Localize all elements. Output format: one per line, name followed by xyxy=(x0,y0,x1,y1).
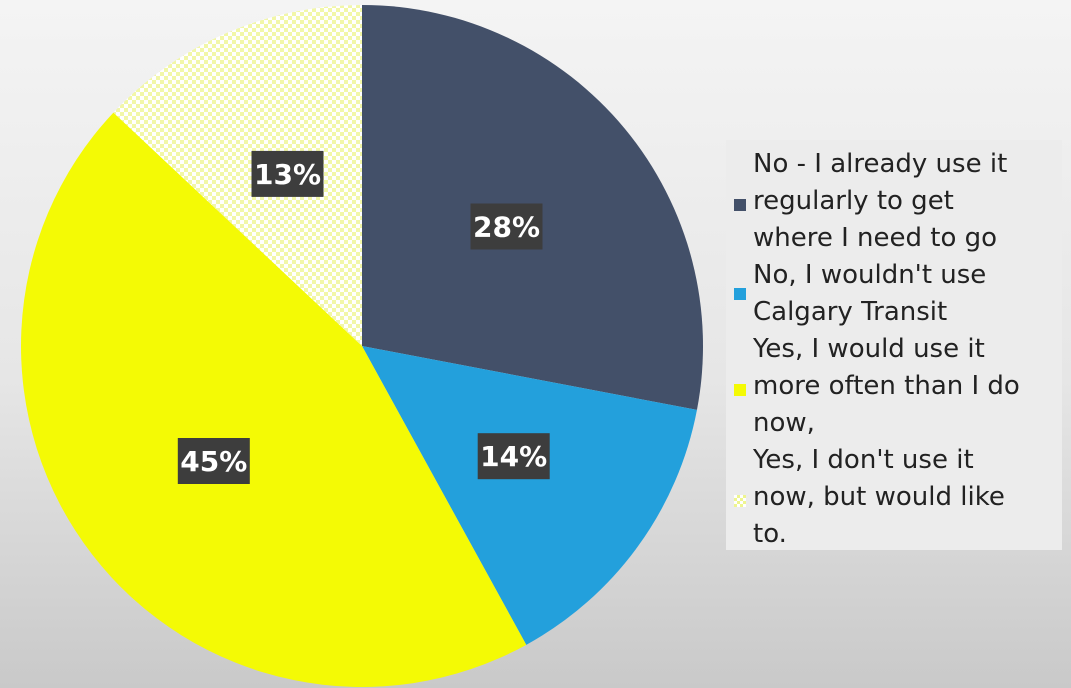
data-label-text: 45% xyxy=(180,445,247,478)
data-label-text: 14% xyxy=(480,440,547,473)
pie-slice xyxy=(362,346,697,645)
data-label-box xyxy=(477,433,550,480)
legend-swatch xyxy=(734,495,746,507)
pie-slice xyxy=(113,4,362,346)
legend-swatch xyxy=(734,384,746,396)
legend-label: Yes, I would use it more often than I do… xyxy=(753,334,1020,438)
pie-data-labels: 28% 14% 45% 13% xyxy=(177,150,550,484)
data-label-text: 13% xyxy=(254,158,321,191)
data-label-text: 28% xyxy=(473,211,540,244)
data-label: 45% xyxy=(177,438,250,484)
legend-label: No - I already use it regularly to get w… xyxy=(753,149,1008,253)
data-label: 28% xyxy=(470,203,543,250)
chart-legend: No - I already use it regularly to get w… xyxy=(726,140,1062,550)
data-label: 14% xyxy=(477,433,550,480)
legend-swatch xyxy=(734,199,746,211)
pie-slice xyxy=(20,112,527,688)
data-label: 13% xyxy=(251,150,324,197)
data-label-box xyxy=(177,438,250,484)
legend-label: No, I wouldn't use Calgary Transit xyxy=(753,260,987,327)
legend-swatch xyxy=(734,288,746,300)
legend-label: Yes, I don't use it now, but would like … xyxy=(753,445,1005,549)
data-label-box xyxy=(251,150,324,197)
pie-slices xyxy=(20,4,704,688)
data-label-box xyxy=(470,203,543,250)
